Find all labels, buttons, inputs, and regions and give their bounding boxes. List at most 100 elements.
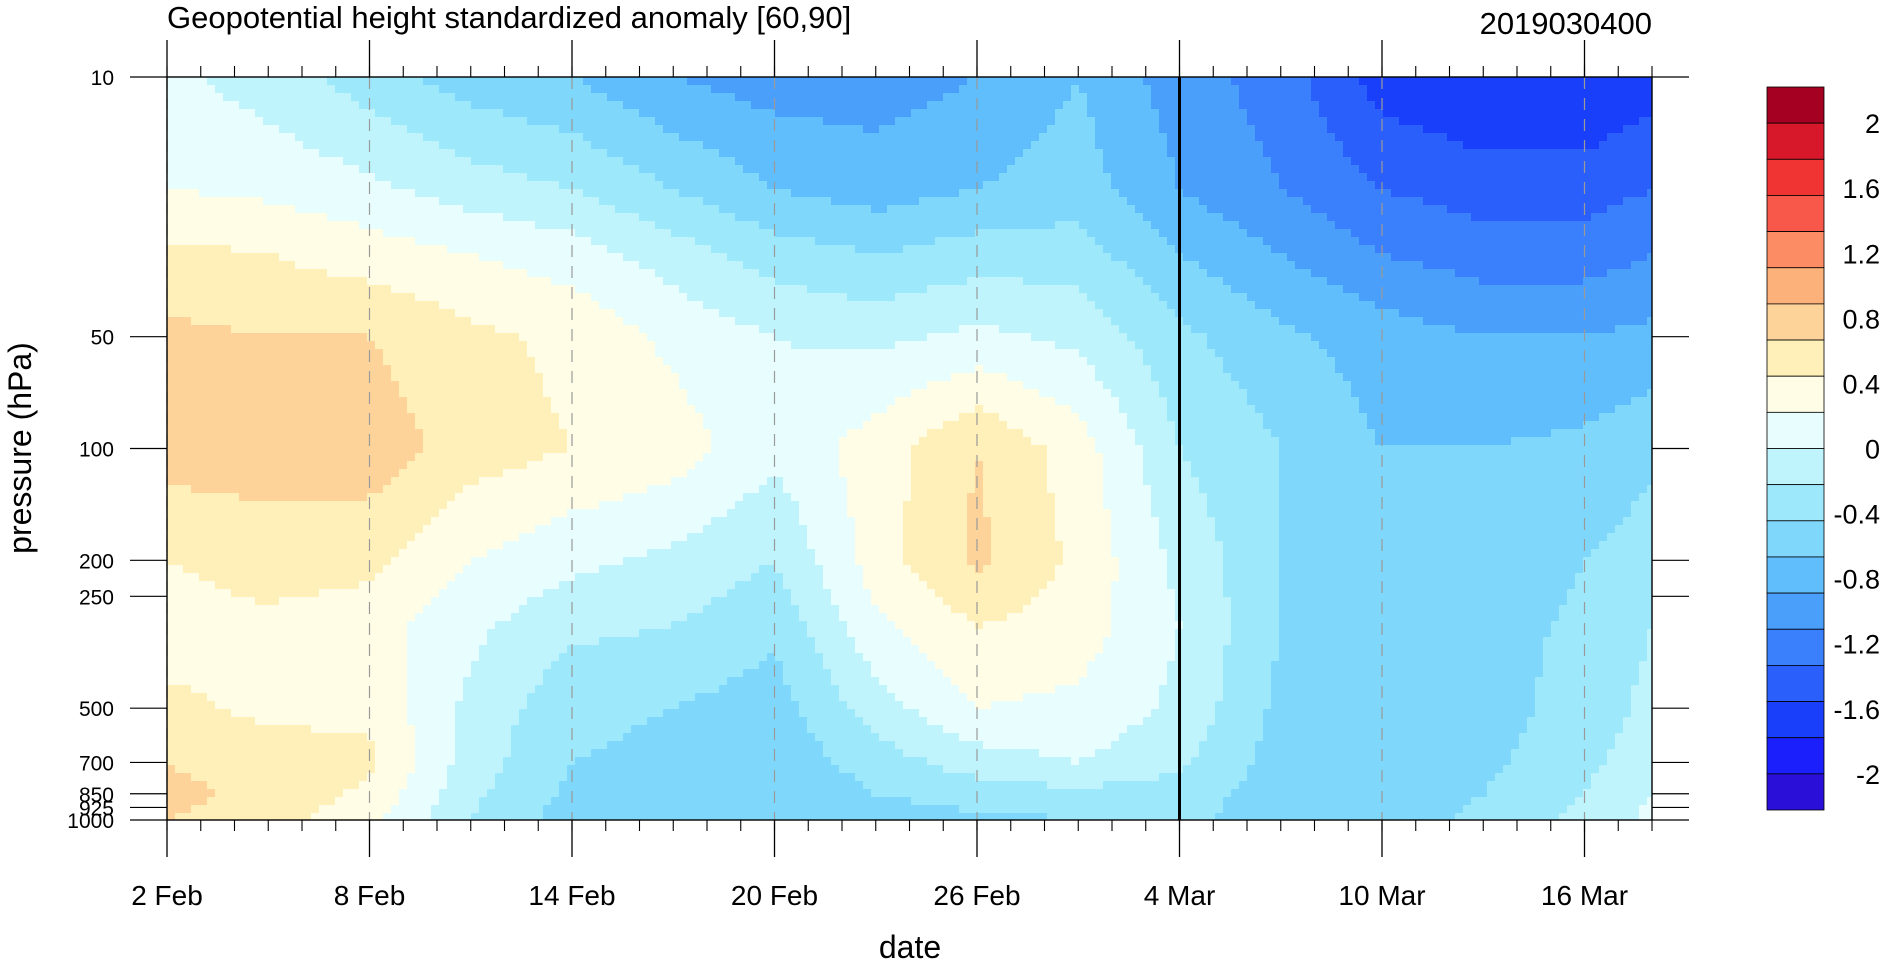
field-cell <box>695 93 704 102</box>
field-cell <box>743 101 752 110</box>
field-cell <box>991 109 1000 118</box>
field-cell <box>847 149 856 158</box>
field-cell <box>1287 245 1296 254</box>
field-cell <box>335 85 344 94</box>
field-cell <box>967 253 976 262</box>
field-cell <box>1351 133 1360 142</box>
field-cell <box>1263 117 1272 126</box>
field-cell <box>223 245 232 254</box>
field-cell <box>431 229 440 238</box>
field-cell <box>1583 205 1592 214</box>
field-cell <box>1247 277 1256 286</box>
field-cell <box>295 77 304 86</box>
field-cell <box>1295 133 1304 142</box>
field-cell <box>703 133 712 142</box>
field-cell <box>1647 261 1652 270</box>
field-cell <box>455 221 464 230</box>
field-cell <box>367 117 376 126</box>
field-cell <box>735 101 744 110</box>
field-cell <box>1159 285 1168 294</box>
field-cell <box>1071 149 1080 158</box>
field-cell <box>479 133 488 142</box>
field-cell <box>1383 173 1392 182</box>
field-cell <box>1199 197 1208 206</box>
field-cell <box>911 93 920 102</box>
field-cell <box>1639 189 1648 198</box>
field-cell <box>1007 189 1016 198</box>
field-cell <box>215 141 224 150</box>
field-cell <box>1295 253 1304 262</box>
field-cell <box>463 197 472 206</box>
field-cell <box>1487 277 1496 286</box>
field-cell <box>919 157 928 166</box>
field-cell <box>623 157 632 166</box>
field-cell <box>247 165 256 174</box>
field-cell <box>1551 157 1560 166</box>
field-cell <box>1575 269 1584 278</box>
field-cell <box>1527 149 1536 158</box>
field-cell <box>1263 141 1272 150</box>
field-cell <box>1159 237 1168 246</box>
field-cell <box>415 181 424 190</box>
field-cell <box>583 277 592 286</box>
field-cell <box>359 285 368 294</box>
field-cell <box>351 101 360 110</box>
field-cell <box>247 277 256 286</box>
field-cell <box>847 109 856 118</box>
field-cell <box>823 261 832 270</box>
field-cell <box>999 277 1008 286</box>
field-cell <box>1343 261 1352 270</box>
field-cell <box>1119 77 1128 86</box>
field-cell <box>495 149 504 158</box>
field-cell <box>439 173 448 182</box>
field-cell <box>1071 109 1080 118</box>
field-cell <box>495 253 504 262</box>
field-cell <box>263 181 272 190</box>
field-cell <box>1215 149 1224 158</box>
field-cell <box>943 157 952 166</box>
field-cell <box>1583 77 1592 86</box>
field-cell <box>487 149 496 158</box>
field-cell <box>351 109 360 118</box>
field-cell <box>623 165 632 174</box>
field-cell <box>847 173 856 182</box>
field-cell <box>351 285 360 294</box>
field-cell <box>1551 245 1560 254</box>
field-cell <box>1455 261 1464 270</box>
field-cell <box>983 205 992 214</box>
field-cell <box>1455 77 1464 86</box>
field-cell <box>631 141 640 150</box>
field-cell <box>1143 221 1152 230</box>
field-cell <box>1303 237 1312 246</box>
field-cell <box>1223 149 1232 158</box>
field-cell <box>711 125 720 134</box>
field-cell <box>1215 141 1224 150</box>
field-cell <box>887 213 896 222</box>
field-cell <box>679 253 688 262</box>
field-cell <box>1535 245 1544 254</box>
field-cell <box>991 277 1000 286</box>
field-cell <box>287 133 296 142</box>
field-cell <box>311 221 320 230</box>
field-cell <box>287 189 296 198</box>
field-cell <box>287 157 296 166</box>
field-cell <box>799 285 808 294</box>
field-cell <box>199 213 208 222</box>
field-cell <box>607 253 616 262</box>
field-cell <box>1615 109 1624 118</box>
field-cell <box>1263 197 1272 206</box>
field-cell <box>1503 277 1512 286</box>
field-cell <box>239 77 248 86</box>
field-cell <box>1383 117 1392 126</box>
field-cell <box>631 229 640 238</box>
field-cell <box>495 157 504 166</box>
field-cell <box>1335 213 1344 222</box>
field-cell <box>1127 237 1136 246</box>
field-cell <box>759 221 768 230</box>
field-cell <box>751 213 760 222</box>
field-cell <box>647 173 656 182</box>
field-cell <box>615 277 624 286</box>
field-cell <box>671 165 680 174</box>
field-cell <box>927 117 936 126</box>
field-cell <box>1495 133 1504 142</box>
